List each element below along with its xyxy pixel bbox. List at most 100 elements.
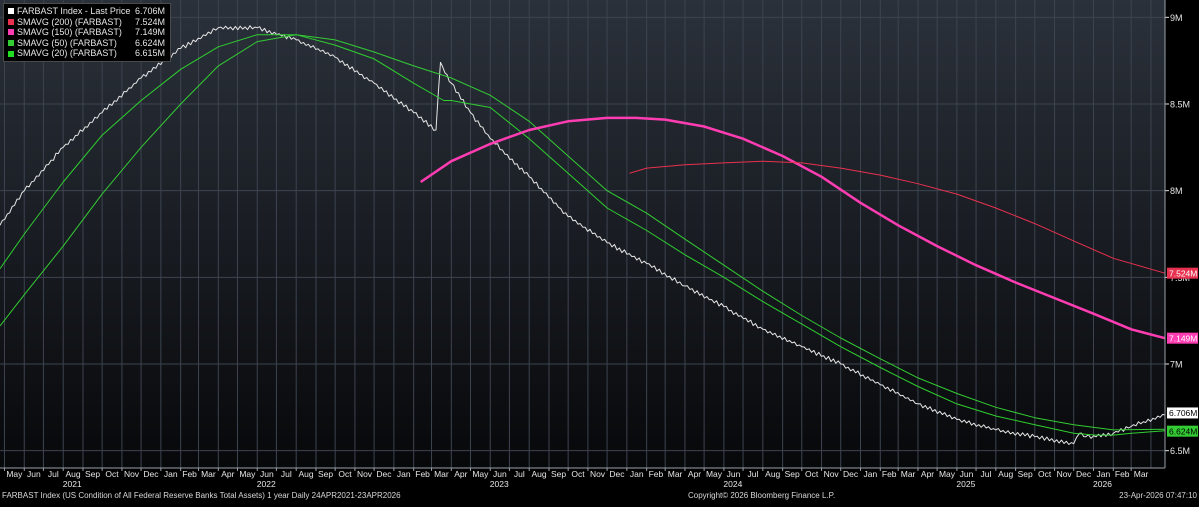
- legend-swatch-smavg-50: [8, 40, 14, 47]
- legend-label: SMAVG (20) (FARBAST): [17, 48, 117, 59]
- x-tick-label: May: [239, 469, 256, 479]
- x-tick-label: Jun: [260, 469, 274, 479]
- x-tick-label: Nov: [1057, 469, 1073, 479]
- x-tick-label: May: [472, 469, 489, 479]
- legend-label: SMAVG (200) (FARBAST): [17, 16, 122, 27]
- x-tick-label: Apr: [688, 469, 701, 479]
- legend-item: SMAVG (200) (FARBAST) 7.524M: [8, 17, 165, 28]
- footer-description: FARBAST Index (US Condition of All Feder…: [2, 491, 401, 500]
- legend-value: 6.706M: [135, 6, 166, 16]
- end-value-box: [1167, 332, 1198, 344]
- axis-layer: 9M8.5M8M7.5M7M6.5MMayJunJulAugSepOctNovD…: [0, 0, 1198, 489]
- x-tick-label: Apr: [454, 469, 467, 479]
- series-line-0: [0, 25, 1166, 445]
- x-tick-label: Feb: [415, 469, 430, 479]
- x-tick-label: Jul: [748, 469, 759, 479]
- x-tick-label: Feb: [182, 469, 197, 479]
- series-line-4: [629, 160, 1166, 274]
- legend-swatch-last-price: [8, 8, 14, 15]
- x-year-label: 2025: [956, 479, 975, 489]
- legend-value: 7.524M: [135, 16, 166, 27]
- x-tick-label: May: [706, 469, 723, 479]
- x-year-label: 2023: [490, 479, 509, 489]
- x-tick-label: Sep: [85, 469, 100, 479]
- x-tick-label: Apr: [921, 469, 934, 479]
- x-tick-label: Oct: [105, 469, 119, 479]
- x-tick-label: May: [6, 469, 23, 479]
- x-tick-label: Jun: [727, 469, 741, 479]
- x-tick-label: Mar: [201, 469, 216, 479]
- grid-layer: [0, 0, 1165, 468]
- x-tick-label: Aug: [998, 469, 1013, 479]
- x-tick-label: Jun: [493, 469, 507, 479]
- x-tick-label: Feb: [649, 469, 664, 479]
- end-value-label: 6.706M: [1169, 408, 1197, 418]
- plot-background: [0, 0, 1165, 468]
- series-line-2: [0, 34, 1166, 431]
- x-tick-label: Dec: [1076, 469, 1092, 479]
- x-tick-label: Sep: [785, 469, 800, 479]
- x-tick-label: Mar: [901, 469, 916, 479]
- legend-item: SMAVG (50) (FARBAST) 6.624M: [8, 38, 165, 49]
- legend-value: 6.615M: [135, 48, 166, 59]
- legend-value: 6.624M: [135, 37, 166, 48]
- x-tick-label: Jan: [630, 469, 644, 479]
- x-tick-label: Sep: [1018, 469, 1033, 479]
- x-tick-label: Jul: [48, 469, 59, 479]
- legend-value: 7.149M: [135, 27, 166, 38]
- footer-copyright: Copyright© 2026 Bloomberg Finance L.P.: [688, 491, 836, 500]
- x-tick-label: Mar: [434, 469, 449, 479]
- x-tick-label: Feb: [1115, 469, 1130, 479]
- end-value-box: [1167, 425, 1198, 437]
- x-year-label: 2021: [63, 479, 82, 489]
- end-value-label: 7.149M: [1169, 333, 1197, 343]
- x-tick-label: Jan: [397, 469, 411, 479]
- x-tick-label: Oct: [338, 469, 352, 479]
- x-tick-label: Jul: [514, 469, 525, 479]
- end-value-box: [1167, 267, 1198, 279]
- y-tick-label: 8M: [1170, 186, 1183, 196]
- x-tick-label: Mar: [668, 469, 683, 479]
- x-year-label: 2024: [723, 479, 742, 489]
- x-tick-label: Dec: [609, 469, 625, 479]
- x-tick-label: Oct: [1038, 469, 1052, 479]
- legend-label: FARBAST Index - Last Price: [17, 6, 131, 16]
- x-tick-label: Jan: [1097, 469, 1111, 479]
- x-tick-label: May: [939, 469, 956, 479]
- x-tick-label: Jan: [164, 469, 178, 479]
- x-tick-label: Oct: [571, 469, 585, 479]
- x-tick-label: Nov: [124, 469, 140, 479]
- series-line-1: [0, 34, 1166, 436]
- x-tick-label: Sep: [551, 469, 566, 479]
- x-tick-label: Dec: [843, 469, 859, 479]
- x-year-label: 2022: [257, 479, 276, 489]
- series-layer: [0, 25, 1166, 445]
- y-tick-label: 9M: [1170, 13, 1183, 23]
- x-tick-label: Aug: [299, 469, 314, 479]
- x-tick-label: Feb: [882, 469, 897, 479]
- y-tick-label: 6.5M: [1170, 446, 1190, 456]
- x-tick-label: Jul: [281, 469, 292, 479]
- x-tick-label: Jul: [981, 469, 992, 479]
- x-year-label: 2026: [1093, 479, 1112, 489]
- x-tick-label: Nov: [357, 469, 373, 479]
- x-tick-label: Nov: [590, 469, 606, 479]
- x-tick-label: Jun: [27, 469, 41, 479]
- legend-item: SMAVG (20) (FARBAST) 6.615M: [8, 48, 165, 59]
- legend-swatch-smavg-20: [8, 50, 14, 57]
- end-value-box: [1167, 407, 1198, 419]
- x-tick-label: Sep: [318, 469, 333, 479]
- series-line-3: [419, 116, 1166, 340]
- x-tick-label: Aug: [532, 469, 547, 479]
- x-tick-label: Jan: [864, 469, 878, 479]
- x-tick-label: Apr: [221, 469, 234, 479]
- footer: FARBAST Index (US Condition of All Feder…: [0, 489, 1199, 502]
- x-tick-label: Dec: [376, 469, 392, 479]
- y-tick-label: 7M: [1170, 360, 1183, 370]
- legend-label: SMAVG (50) (FARBAST): [17, 37, 117, 48]
- legend-swatch-smavg-200: [8, 18, 14, 25]
- x-tick-label: Nov: [824, 469, 840, 479]
- y-tick-label: 8.5M: [1170, 100, 1190, 110]
